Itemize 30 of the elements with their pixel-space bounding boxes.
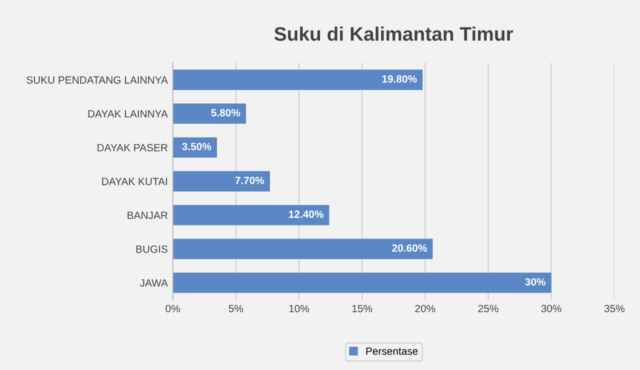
data-label: 30% (525, 278, 546, 286)
y-tick-label: BUGIS (136, 245, 168, 253)
x-tick-label: 10% (289, 304, 310, 312)
bar (172, 204, 330, 226)
chart-title: Suku di Kalimantan Timur (274, 26, 514, 41)
y-tick-label: DAYAK PASER (98, 144, 168, 152)
bar (172, 272, 552, 293)
bar (172, 70, 423, 90)
data-label: 20.60% (392, 244, 427, 252)
x-tick-label: 35% (604, 304, 624, 312)
y-tick-label: JAWA (140, 279, 168, 287)
bar (172, 103, 246, 124)
y-tick-label: DAYAK KUTAI (102, 178, 167, 186)
bar (172, 238, 433, 260)
x-tick-label: 25% (478, 304, 498, 312)
x-tick-label: 15% (352, 304, 372, 312)
x-tick-label: 20% (415, 304, 436, 312)
x-tick-label: 0% (166, 304, 180, 312)
bar (172, 171, 270, 192)
x-tick-label: 30% (541, 304, 562, 312)
data-label: 7.70% (235, 176, 264, 184)
y-tick-label: SUKU PENDATANG LAINNYA (26, 76, 168, 84)
data-label: 19.80% (382, 75, 417, 83)
y-tick-label: DAYAK LAINNYA (88, 110, 168, 118)
legend-label: Persentase (366, 348, 418, 355)
x-tick-label: 5% (228, 304, 244, 312)
y-tick-label: BANJAR (128, 212, 168, 220)
data-label: 3.50% (182, 142, 212, 150)
data-label: 12.40% (289, 210, 324, 218)
data-label: 5.80% (211, 109, 240, 116)
